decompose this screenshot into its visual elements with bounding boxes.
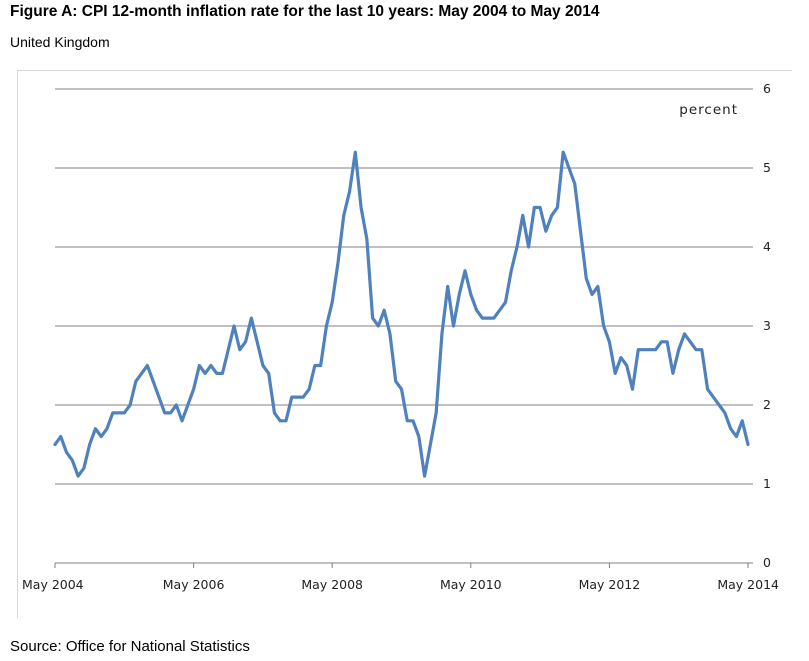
chart-subtitle: United Kingdom [10,34,110,50]
chart-title: Figure A: CPI 12-month inflation rate fo… [10,3,600,20]
axes: 0 1 2 3 4 5 6 May 2004 May 2006 May 2008 May 2010 M… [22,81,779,592]
y-tick-label-1: 1 [763,476,771,491]
y-tick-label-4: 4 [763,239,771,254]
x-tick-label: May 2012 [579,577,641,592]
y-tick-label-3: 3 [763,318,771,333]
x-tick-label: May 2010 [440,577,502,592]
x-tick-label: May 2004 [22,577,84,592]
series-layer [53,150,750,478]
y-axis-unit-label: percent [679,102,738,118]
y-tick-label-0: 0 [763,555,771,570]
x-tick-label: May 2008 [301,577,363,592]
y-tick-label-2: 2 [763,397,771,412]
x-tick-label: May 2014 [717,577,779,592]
y-tick-label-5: 5 [763,160,771,175]
y-tick-label-6: 6 [763,81,771,96]
chart-frame [17,70,792,618]
series-line-cpi [53,150,750,478]
gridlines [55,88,748,485]
x-tick-label: May 2006 [163,577,225,592]
source-note: Source: Office for National Statistics [10,638,250,655]
